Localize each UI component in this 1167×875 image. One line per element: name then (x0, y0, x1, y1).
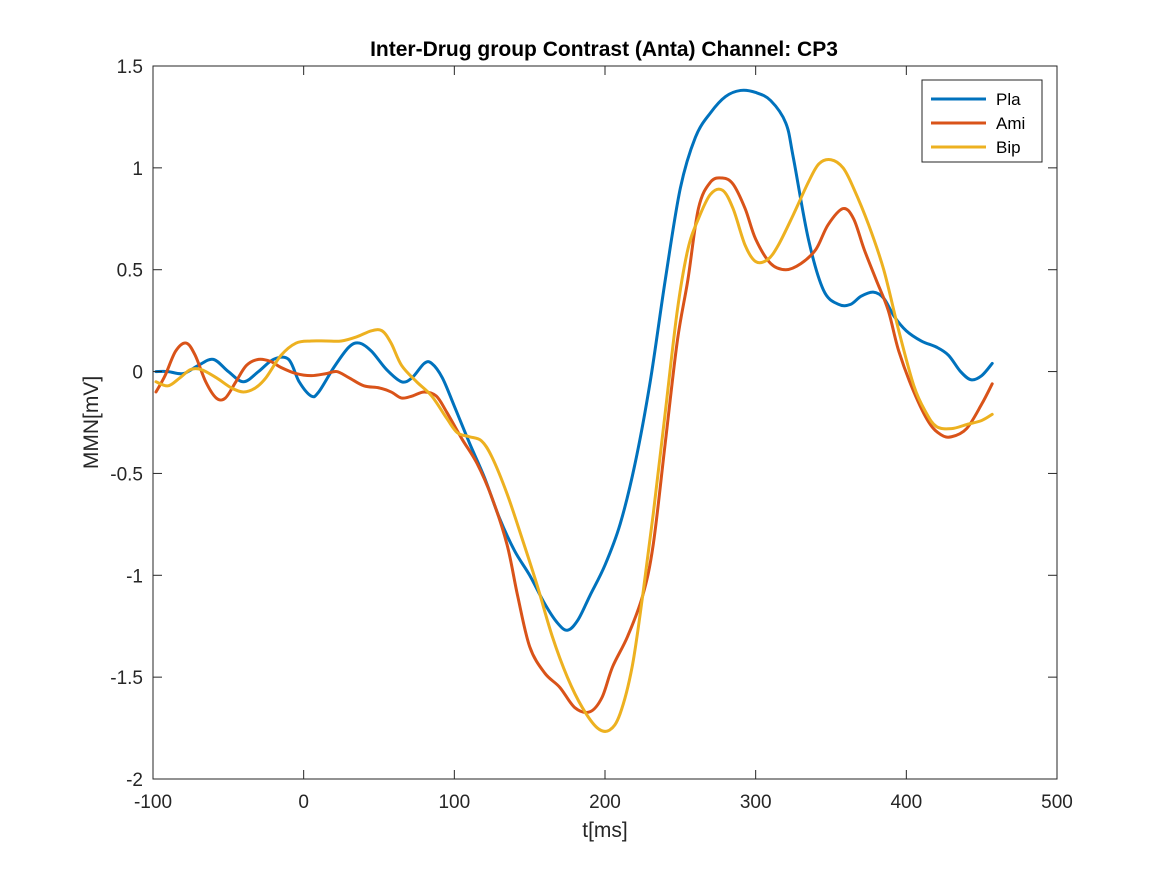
x-tick-label: -100 (134, 792, 172, 813)
legend: Pla Ami Bip (921, 79, 1043, 163)
legend-label-pla: Pla (996, 90, 1021, 109)
y-tick-label: 1 (132, 159, 143, 180)
series-line-pla (154, 88, 994, 632)
chart-title: Inter-Drug group Contrast (Anta) Channel… (370, 38, 838, 61)
y-tick-label: -1.5 (110, 668, 143, 689)
legend-label-bip: Bip (996, 138, 1021, 157)
y-tick-label: 1.5 (117, 57, 143, 78)
y-tick-label: 0.5 (117, 261, 143, 282)
x-tick-label: 300 (740, 792, 772, 813)
x-tick-label: 400 (890, 792, 922, 813)
series-line-ami (154, 176, 994, 714)
x-tick-label: 200 (589, 792, 621, 813)
series-layer (154, 88, 994, 733)
y-axis-title: MMN[mV] (80, 376, 103, 469)
legend-label-ami: Ami (996, 114, 1025, 133)
x-tick-label: 500 (1041, 792, 1073, 813)
x-tick-label: 100 (438, 792, 470, 813)
axes-layer: -100 0 100 200 300 400 500 -2 -1.5 -1 -0.5 0 0.5 1 1.5 (110, 57, 1073, 813)
y-tick-label: -0.5 (110, 464, 143, 485)
y-tick-label: -1 (126, 566, 143, 587)
y-tick-label: -2 (126, 770, 143, 791)
x-tick-label: 0 (298, 792, 309, 813)
y-tick-label: 0 (132, 363, 143, 384)
series-line-bip (154, 158, 994, 733)
x-axis-title: t[ms] (582, 819, 628, 842)
